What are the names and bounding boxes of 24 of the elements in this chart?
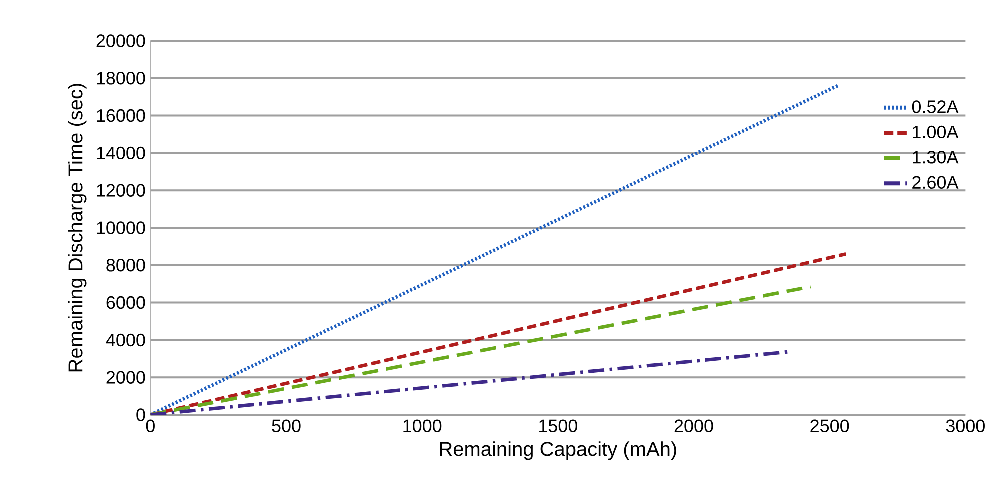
x-tick-label: 0 [146, 420, 155, 432]
y-tick-label: 0 [136, 408, 146, 422]
legend-label: 0.52A [912, 100, 959, 114]
y-tick-label: 20000 [96, 34, 146, 48]
y-tick-label: 8000 [106, 259, 146, 272]
legend-label: 2.60A [912, 176, 959, 190]
x-tick-label: 3000 [946, 420, 985, 432]
y-axis-title: Remaining Discharge Time (sec) [68, 84, 87, 372]
y-tick-label: 2000 [106, 371, 146, 384]
x-tick-label: 500 [272, 420, 301, 432]
legend-label: 1.00A [913, 126, 959, 139]
x-tick-label: 2500 [810, 420, 850, 432]
y-tick-label: 12000 [97, 184, 146, 197]
x-axis-title: Remaining Capacity (mAh) [440, 442, 676, 460]
y-tick-label: 18000 [97, 72, 146, 85]
y-tick-label: 4000 [106, 334, 146, 347]
y-tick-label: 14000 [97, 146, 146, 160]
legend-label: 1.30A [913, 151, 959, 164]
y-tick-label: 10000 [97, 222, 146, 234]
y-tick-label: 16000 [97, 109, 146, 122]
x-tick-label: 1500 [540, 420, 578, 432]
x-tick-label: 2000 [674, 420, 714, 432]
y-tick-label: 6000 [106, 296, 146, 310]
x-tick-label: 1000 [404, 420, 442, 432]
